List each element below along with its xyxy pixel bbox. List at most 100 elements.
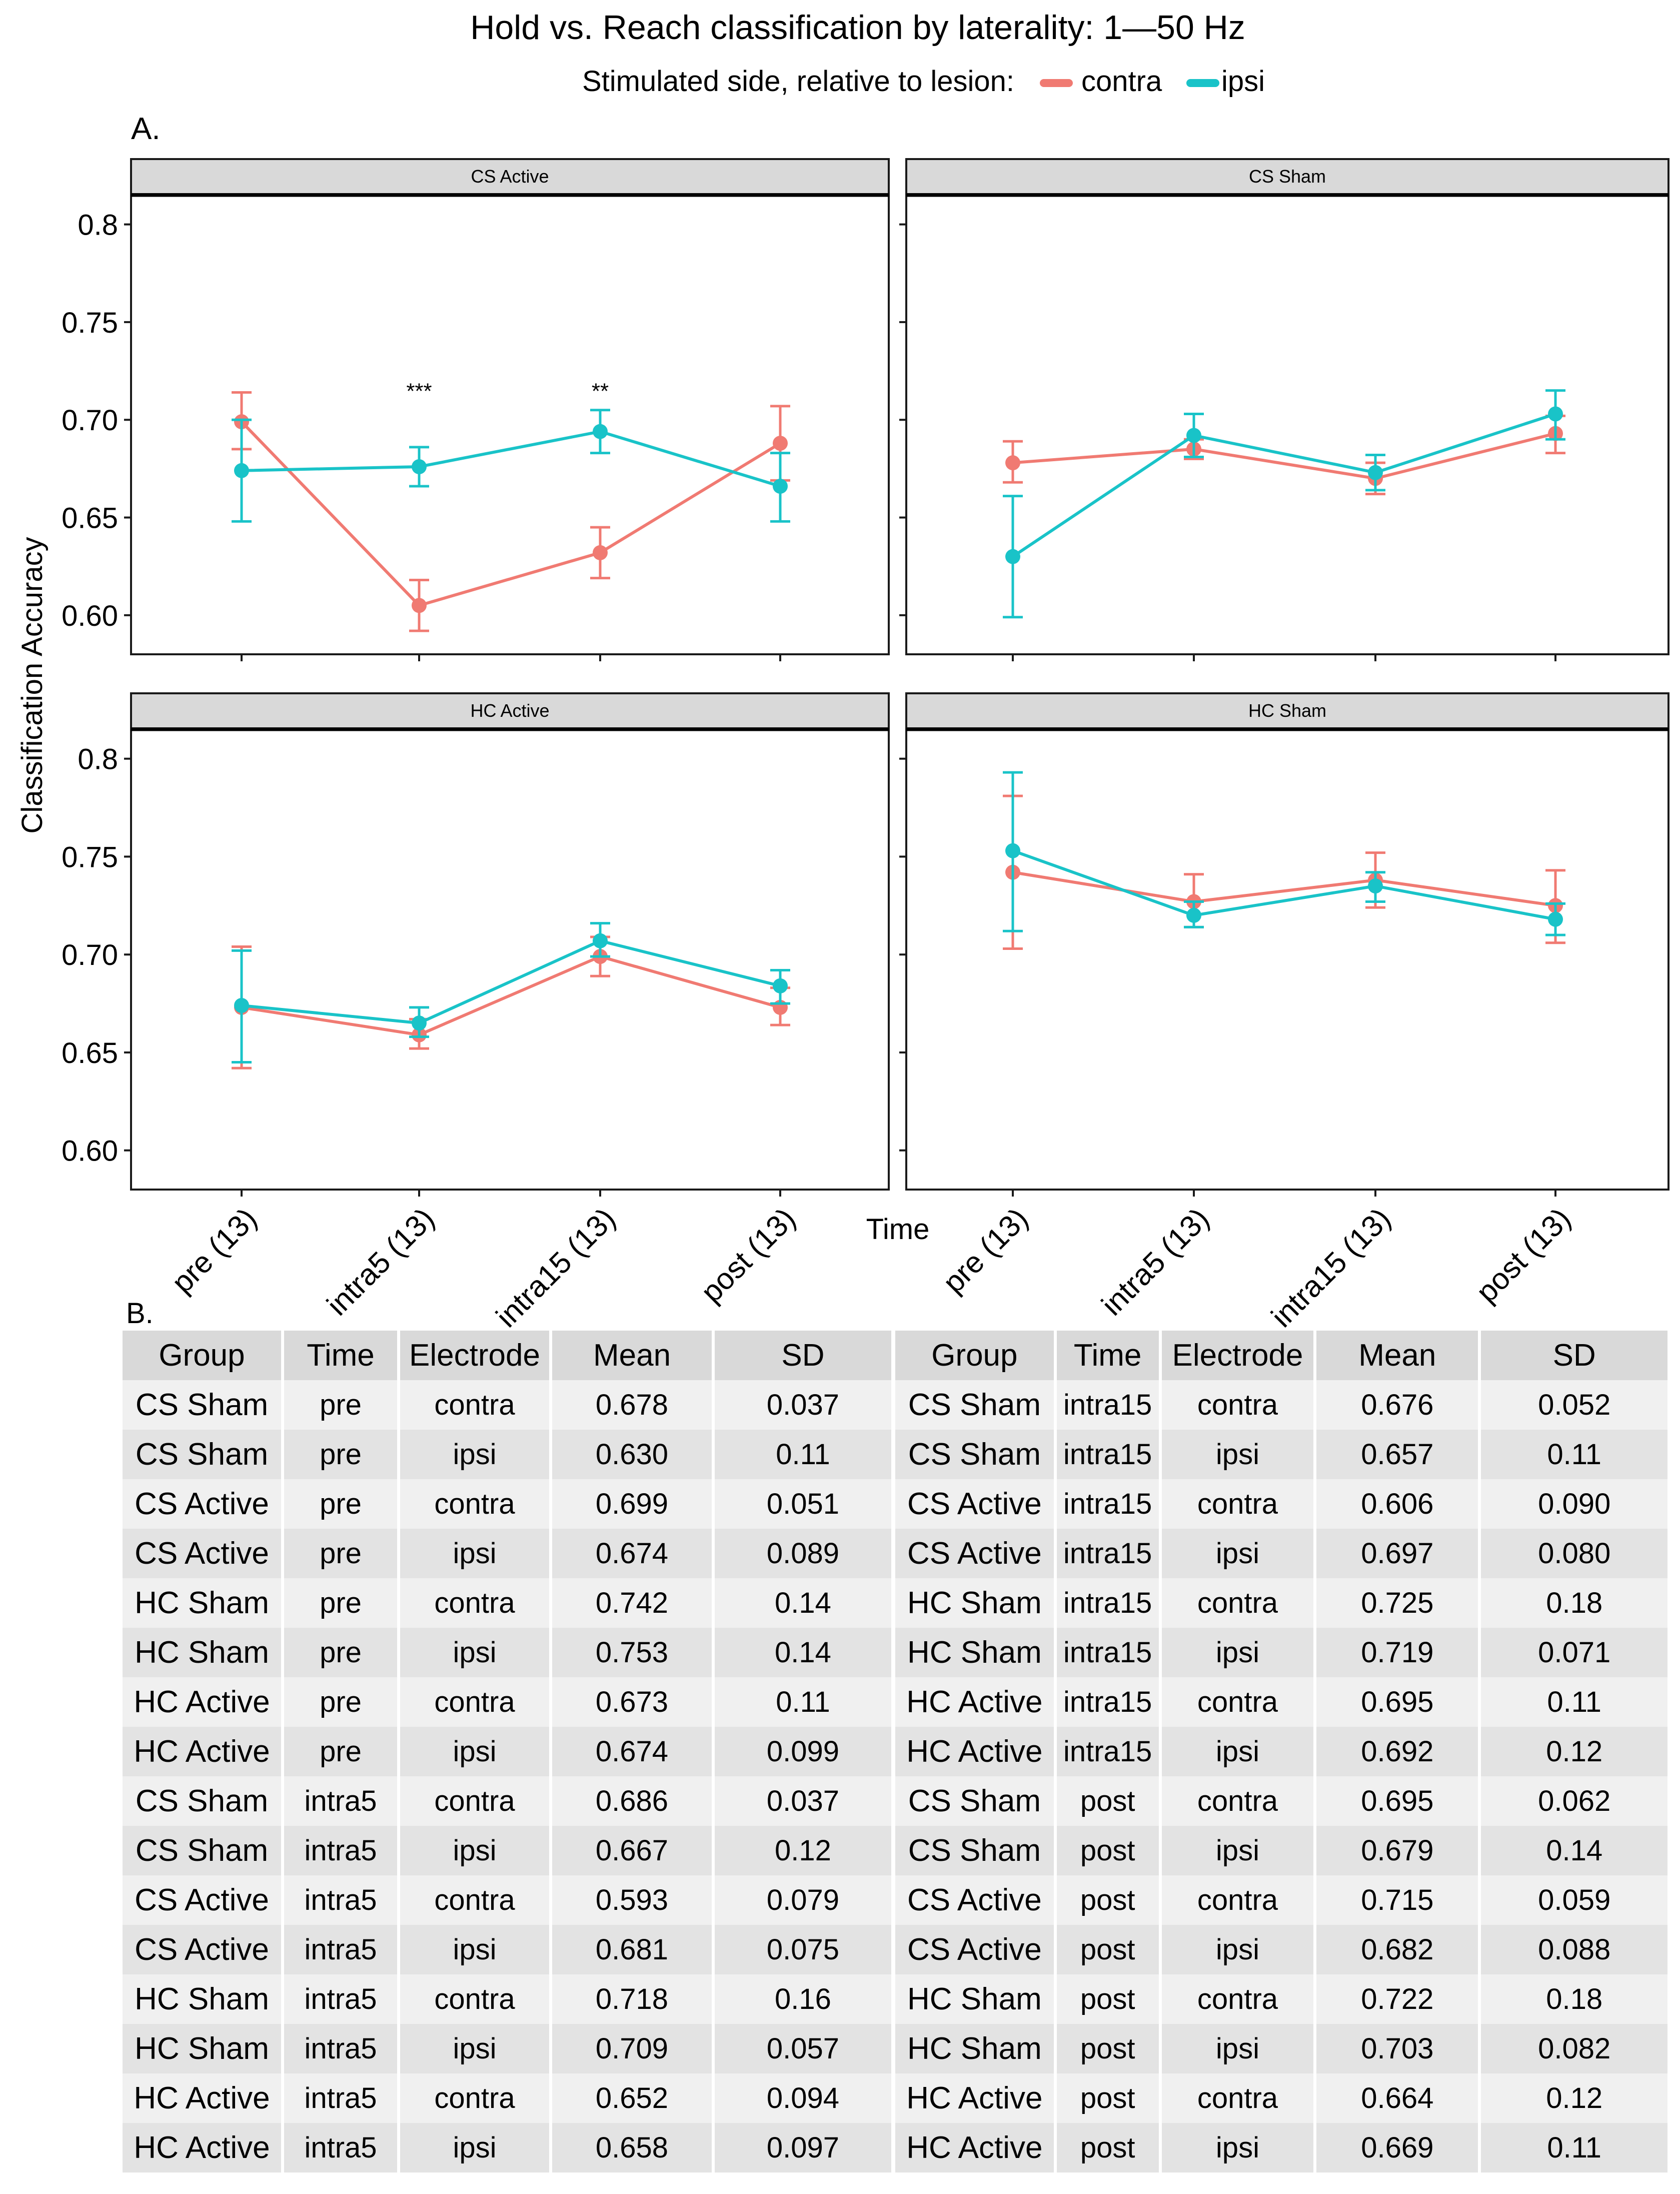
- y-tick-label: 0.70: [62, 939, 118, 971]
- cell-group: HC Active: [895, 2073, 1057, 2123]
- cell-time: intra5: [283, 1875, 400, 1925]
- cell-sd: 0.18: [1479, 1974, 1670, 2024]
- cell-mean: 0.674: [551, 1727, 715, 1776]
- cell-time: intra5: [283, 1974, 400, 2024]
- figure: Hold vs. Reach classification by lateral…: [16, 9, 1669, 1331]
- cell-group: CS Active: [895, 1529, 1057, 1578]
- facet-title: CS Active: [471, 166, 549, 187]
- table-row: CS Sham post contra 0.695 0.062: [895, 1776, 1670, 1826]
- cell-time: pre: [283, 1479, 400, 1529]
- cell-electrode: ipsi: [1160, 1826, 1317, 1875]
- series-line-contra: [240, 421, 781, 607]
- table-row: CS Sham intra15 ipsi 0.657 0.11: [895, 1430, 1670, 1479]
- cell-sd: 0.090: [1479, 1479, 1670, 1529]
- cell-sd: 0.14: [713, 1628, 894, 1677]
- significance-annotation: **: [592, 379, 609, 404]
- data-point-contra: [773, 436, 788, 451]
- cell-time: intra5: [283, 1776, 400, 1826]
- cell-group: HC Sham: [123, 1628, 284, 1677]
- table-row: CS Sham intra15 contra 0.676 0.052: [895, 1380, 1670, 1430]
- data-point-ipsi: [773, 978, 788, 993]
- cell-electrode: ipsi: [399, 2024, 552, 2073]
- cell-electrode: ipsi: [1160, 1727, 1317, 1776]
- cell-sd: 0.094: [713, 2073, 894, 2123]
- cell-sd: 0.052: [1479, 1380, 1670, 1430]
- cell-mean: 0.703: [1315, 2024, 1481, 2073]
- cell-group: CS Active: [123, 1875, 284, 1925]
- cell-mean: 0.664: [1315, 2073, 1481, 2123]
- cell-time: pre: [283, 1628, 400, 1677]
- cell-group: HC Active: [123, 2073, 284, 2123]
- cell-mean: 0.673: [551, 1677, 715, 1727]
- panel-frame: [905, 728, 1669, 1191]
- table-row: HC Active pre ipsi 0.674 0.099: [123, 1727, 894, 1776]
- table-row: HC Active post contra 0.664 0.12: [895, 2073, 1670, 2123]
- cell-group: CS Sham: [895, 1380, 1057, 1430]
- cell-mean: 0.676: [1315, 1380, 1481, 1430]
- cell-electrode: ipsi: [399, 1430, 552, 1479]
- cell-mean: 0.681: [551, 1925, 715, 1974]
- data-point-ipsi: [1548, 911, 1563, 927]
- cell-mean: 0.695: [1315, 1776, 1481, 1826]
- cell-time: intra5: [283, 2123, 400, 2172]
- table-row: CS Sham pre contra 0.678 0.037: [123, 1380, 894, 1430]
- series-line-ipsi: [241, 939, 781, 1025]
- table-row: CS Active post ipsi 0.682 0.088: [895, 1925, 1670, 1974]
- cell-time: post: [1055, 1974, 1162, 2024]
- cell-mean: 0.606: [1315, 1479, 1481, 1529]
- table-row: HC Sham pre ipsi 0.753 0.14: [123, 1628, 894, 1677]
- column-header-group: Group: [895, 1331, 1057, 1380]
- cell-group: CS Sham: [123, 1776, 284, 1826]
- cell-electrode: contra: [1160, 1677, 1317, 1727]
- cell-electrode: contra: [1160, 1974, 1317, 2024]
- cell-mean: 0.692: [1315, 1727, 1481, 1776]
- cell-electrode: ipsi: [399, 2123, 552, 2172]
- cell-time: pre: [283, 1677, 400, 1727]
- table-row: HC Active pre contra 0.673 0.11: [123, 1677, 894, 1727]
- cell-group: HC Sham: [895, 1578, 1057, 1628]
- cell-time: post: [1055, 1875, 1162, 1925]
- cell-group: HC Sham: [895, 1974, 1057, 2024]
- table-row: CS Active pre ipsi 0.674 0.089: [123, 1529, 894, 1578]
- table-row: HC Sham post contra 0.722 0.18: [895, 1974, 1670, 2024]
- column-header-group: Group: [123, 1331, 284, 1380]
- facet-title: CS Sham: [1249, 166, 1326, 187]
- cell-sd: 0.11: [1479, 1430, 1670, 1479]
- cell-group: CS Sham: [895, 1430, 1057, 1479]
- cell-electrode: contra: [1160, 2073, 1317, 2123]
- table-row: CS Sham pre ipsi 0.630 0.11: [123, 1430, 894, 1479]
- cell-group: HC Sham: [123, 2024, 284, 2073]
- cell-electrode: ipsi: [399, 1826, 552, 1875]
- cell-group: CS Active: [895, 1479, 1057, 1529]
- cell-mean: 0.630: [551, 1430, 715, 1479]
- cell-mean: 0.715: [1315, 1875, 1481, 1925]
- cell-time: post: [1055, 1826, 1162, 1875]
- cell-sd: 0.16: [713, 1974, 894, 2024]
- cell-group: HC Active: [123, 2123, 284, 2172]
- cell-sd: 0.12: [713, 1826, 894, 1875]
- series-line-ipsi: [1012, 849, 1556, 921]
- column-header-time: Time: [283, 1331, 400, 1380]
- y-tick-label: 0.8: [78, 209, 118, 242]
- cell-electrode: ipsi: [1160, 1925, 1317, 1974]
- cell-sd: 0.089: [713, 1529, 894, 1578]
- data-point-ipsi: [773, 479, 788, 494]
- cell-sd: 0.11: [1479, 2123, 1670, 2172]
- cell-electrode: ipsi: [1160, 1430, 1317, 1479]
- table-row: CS Active intra5 contra 0.593 0.079: [123, 1875, 894, 1925]
- cell-time: post: [1055, 2024, 1162, 2073]
- cell-group: CS Active: [123, 1529, 284, 1578]
- cell-group: CS Active: [895, 1925, 1057, 1974]
- cell-mean: 0.742: [551, 1578, 715, 1628]
- x-axis-title: Time: [866, 1213, 930, 1246]
- cell-sd: 0.059: [1479, 1875, 1670, 1925]
- cell-mean: 0.718: [551, 1974, 715, 2024]
- cell-mean: 0.678: [551, 1380, 715, 1430]
- cell-sd: 0.11: [713, 1430, 894, 1479]
- cell-electrode: ipsi: [399, 1628, 552, 1677]
- cell-time: post: [1055, 1925, 1162, 1974]
- cell-time: post: [1055, 2073, 1162, 2123]
- y-tick-label: 0.60: [62, 1135, 118, 1168]
- cell-sd: 0.082: [1479, 2024, 1670, 2073]
- cell-electrode: ipsi: [399, 1529, 552, 1578]
